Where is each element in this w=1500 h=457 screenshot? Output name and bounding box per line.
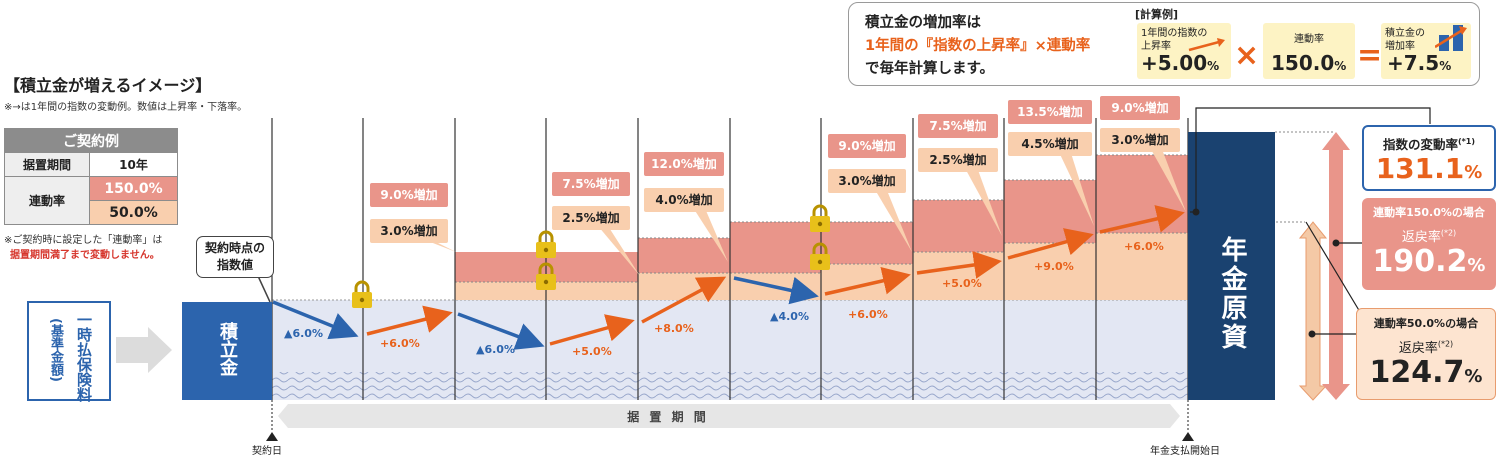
reserve-box — [182, 302, 272, 400]
layer-high — [730, 222, 821, 238]
reserve-label: 積立金 — [217, 322, 238, 376]
calc-label: [計算例] — [1135, 8, 1179, 21]
change-label: +9.0% — [1034, 260, 1074, 273]
index-arrows — [272, 205, 1185, 350]
result-high-box: 連動率150.0%の場合 返戻率(*2) 190.2% — [1362, 198, 1496, 290]
times-sign: × — [1234, 38, 1260, 73]
result-low-box: 連動率50.0%の場合 返戻率(*2) 124.7% — [1356, 308, 1496, 400]
period-bar-label: 据 置 期 間 — [627, 410, 709, 424]
change-label: +8.0% — [654, 322, 694, 335]
change-label: ▲6.0% — [476, 343, 515, 356]
pension-label: 年金原資 — [1217, 236, 1247, 352]
calc-box-index: 1年間の指数の 上昇率 +5.00% — [1137, 23, 1231, 79]
increase-low: 3.0%増加 — [1100, 128, 1180, 152]
pension-box — [1188, 132, 1275, 400]
calculation-box: 積立金の増加率は 1年間の『指数の上昇率』×連動率 で毎年計算します。 [計算例… — [848, 2, 1480, 86]
increase-low: 3.0%増加 — [370, 219, 448, 243]
premium-label: 一時払保険料 — [75, 312, 93, 402]
note-arrow: ※→は1年間の指数の変動例。数値は上昇率・下落率。 — [4, 102, 248, 113]
rate-high: 150.0% — [89, 176, 178, 201]
period-label: 据置期間 — [4, 152, 90, 177]
change-label: ▲6.0% — [284, 327, 323, 340]
calc-box-result: 積立金の 増加率 +7.5% — [1381, 23, 1471, 79]
note-rate: ※ご契約時に設定した「連動率」は 据置期間満了まで変動しません。 — [4, 235, 163, 261]
change-label: +5.0% — [942, 277, 982, 290]
callout-tails — [420, 144, 1186, 276]
premium-arrow — [116, 327, 172, 373]
contract-header: ご契約例 — [4, 128, 178, 153]
contract-index-bubble: 契約時点の 指数値 — [196, 236, 274, 278]
increase-low: 3.0%増加 — [828, 169, 906, 193]
increase-high: 13.5%増加 — [1008, 100, 1092, 124]
calc-box-rate: 連動率 150.0% — [1263, 23, 1355, 79]
increase-low: 2.5%増加 — [918, 148, 998, 172]
increase-high: 9.0%増加 — [1100, 96, 1180, 120]
increase-low: 2.5%増加 — [552, 206, 630, 230]
change-label: +6.0% — [1124, 240, 1164, 253]
rate-low: 50.0% — [89, 200, 178, 225]
increase-high: 12.0%増加 — [644, 152, 724, 176]
layer-low — [1096, 233, 1188, 300]
period-value: 10年 — [89, 152, 178, 177]
change-label: ▲4.0% — [770, 310, 809, 323]
calc-line1: 積立金の増加率は — [865, 15, 981, 31]
layer-high — [821, 222, 913, 264]
change-label: +5.0% — [572, 345, 612, 358]
trend-up-icon — [1188, 38, 1225, 52]
growth-chart-icon — [1435, 25, 1467, 51]
change-label: +6.0% — [848, 308, 888, 321]
rate-label: 連動率 — [4, 176, 90, 225]
contract-day: 契約日 — [252, 446, 282, 457]
layer-low — [821, 264, 913, 300]
change-label: +6.0% — [380, 337, 420, 350]
period-bar — [278, 404, 1180, 428]
layer-low — [913, 252, 1004, 300]
equals-sign: = — [1357, 38, 1383, 73]
page-title: 【積立金が増えるイメージ】 — [4, 76, 212, 95]
index-change-box: 指数の変動率(*1) 131.1% — [1362, 125, 1496, 191]
increase-low: 4.0%増加 — [644, 188, 724, 212]
premium-box — [27, 301, 111, 401]
calc-line2: 1年間の『指数の上昇率』×連動率 — [865, 38, 1091, 54]
high-range-arrow — [1322, 132, 1350, 400]
contract-table: ご契約例 据置期間 10年 連動率 150.0% 50.0% — [4, 128, 178, 225]
calc-line3: で毎年計算します。 — [865, 61, 995, 77]
increase-high: 9.0%増加 — [370, 183, 448, 207]
premium-sub: (基準金額) — [48, 318, 63, 382]
increase-high: 9.0%増加 — [828, 134, 906, 158]
lock-icon — [352, 204, 830, 308]
pension-start-day: 年金支払開始日 — [1150, 446, 1220, 457]
increase-high: 7.5%増加 — [552, 172, 630, 196]
increase-low: 4.5%増加 — [1008, 132, 1092, 156]
increase-high: 7.5%増加 — [918, 114, 998, 138]
